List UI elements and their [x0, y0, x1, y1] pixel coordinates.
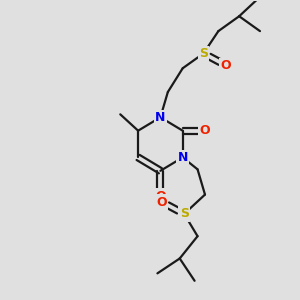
- Text: O: O: [220, 59, 231, 72]
- Text: N: N: [178, 151, 188, 164]
- Text: S: S: [180, 207, 189, 220]
- Text: O: O: [200, 124, 210, 137]
- Text: S: S: [199, 47, 208, 60]
- Text: O: O: [155, 190, 166, 202]
- Text: O: O: [157, 196, 167, 208]
- Text: N: N: [155, 111, 166, 124]
